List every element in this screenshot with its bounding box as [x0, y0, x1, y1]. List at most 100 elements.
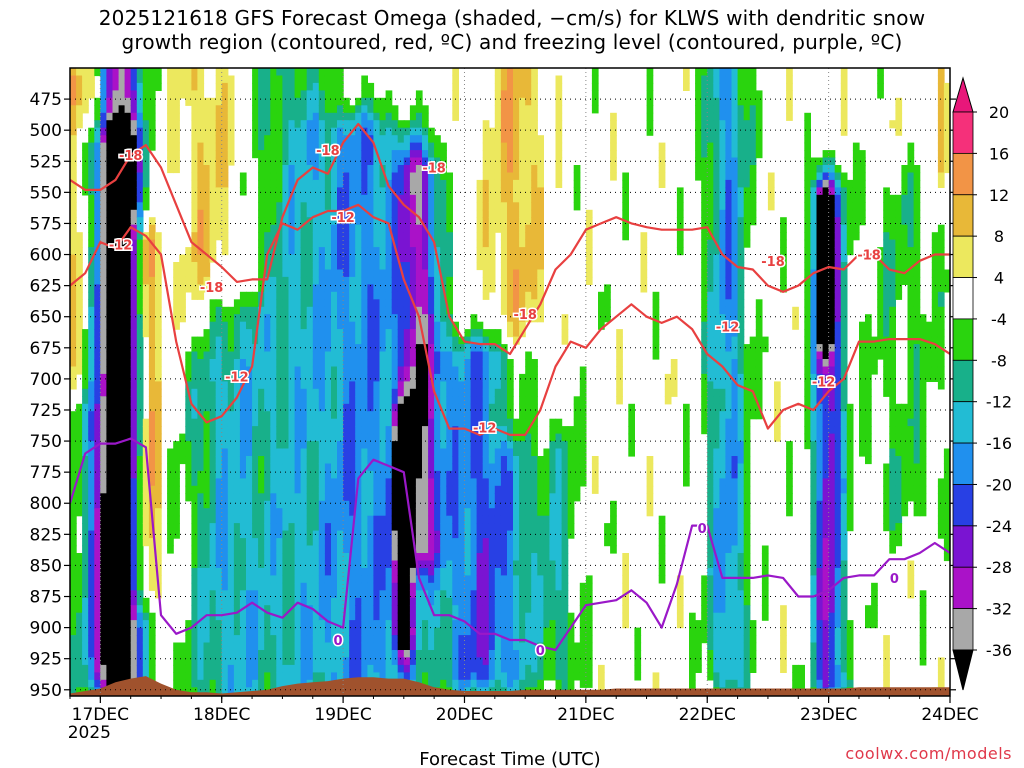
omega-cell: [288, 336, 296, 345]
omega-cell: [300, 620, 308, 629]
omega-cell: [203, 620, 211, 629]
omega-cell: [70, 82, 77, 91]
omega-cell: [264, 306, 271, 315]
omega-cell: [318, 567, 326, 576]
omega-cell: [397, 396, 405, 405]
omega-cell: [70, 291, 77, 300]
omega-cell: [440, 478, 447, 487]
omega-cell: [349, 150, 356, 159]
omega-cell: [118, 530, 126, 539]
omega-cell: [343, 396, 350, 405]
omega-cell: [246, 321, 253, 330]
omega-cell: [239, 575, 247, 584]
omega-cell: [88, 411, 95, 420]
omega-cell: [440, 217, 447, 226]
omega-cell: [258, 209, 265, 218]
omega-cell: [282, 493, 290, 502]
omega-cell: [367, 321, 375, 330]
omega-cell: [318, 388, 326, 397]
omega-cell: [100, 500, 107, 509]
omega-cell: [167, 493, 174, 502]
omega-cell: [118, 127, 126, 136]
omega-cell: [482, 493, 490, 502]
omega-cell: [148, 545, 156, 554]
omega-cell: [349, 344, 356, 353]
omega-cell: [324, 597, 332, 606]
omega-cell: [112, 560, 120, 569]
omega-cell: [136, 515, 144, 524]
omega-cell: [331, 672, 338, 681]
omega-cell: [476, 403, 484, 412]
omega-cell: [258, 172, 265, 181]
omega-cell: [415, 605, 423, 614]
omega-cell: [142, 262, 150, 271]
omega-cell: [246, 553, 253, 562]
omega-cell: [367, 179, 375, 188]
omega-cell: [428, 306, 435, 315]
omega-cell: [349, 635, 356, 644]
omega-cell: [124, 597, 132, 606]
omega-cell: [367, 664, 375, 673]
omega-cell: [300, 403, 308, 412]
omega-cell: [367, 336, 375, 345]
omega-cell: [294, 545, 302, 554]
omega-cell: [409, 470, 417, 479]
omega-cell: [148, 582, 156, 591]
omega-cell: [434, 635, 441, 644]
omega-cell: [88, 135, 95, 144]
omega-cell: [288, 217, 296, 226]
omega-cell: [124, 493, 132, 502]
omega-cell: [397, 597, 405, 606]
omega-cell: [355, 314, 362, 323]
omega-cell: [312, 142, 320, 151]
omega-cell: [422, 553, 429, 562]
omega-cell: [124, 650, 132, 659]
omega-cell: [294, 657, 302, 666]
omega-cell: [361, 553, 368, 562]
omega-cell: [197, 172, 205, 181]
omega-cell: [124, 247, 132, 256]
omega-cell: [300, 560, 308, 569]
omega-cell: [88, 388, 95, 397]
omega-cell: [124, 179, 132, 188]
omega-cell: [349, 657, 356, 666]
omega-cell: [233, 642, 241, 651]
omega-cell: [246, 590, 253, 599]
omega-cell: [452, 97, 459, 106]
omega-cell: [118, 381, 126, 390]
omega-cell: [197, 68, 205, 77]
omega-cell: [331, 418, 338, 427]
omega-cell: [179, 657, 186, 666]
omega-cell: [209, 575, 217, 584]
omega-cell: [136, 217, 144, 226]
omega-cell: [464, 679, 472, 688]
omega-cell: [282, 426, 290, 435]
omega-cell: [409, 217, 417, 226]
omega-cell: [82, 672, 89, 681]
omega-cell: [173, 664, 180, 673]
omega-cell: [355, 112, 362, 121]
omega-cell: [403, 523, 411, 532]
omega-cell: [155, 508, 162, 517]
omega-cell: [148, 269, 156, 278]
omega-cell: [94, 388, 101, 397]
omega-cell: [349, 418, 356, 427]
omega-cell: [422, 359, 429, 368]
omega-cell: [276, 127, 283, 136]
omega-cell: [246, 306, 253, 315]
omega-cell: [76, 448, 83, 457]
omega-cell: [385, 642, 393, 651]
omega-cell: [221, 433, 229, 442]
omega-cell: [452, 478, 459, 487]
omega-cell: [197, 359, 205, 368]
omega-cell: [397, 373, 405, 382]
omega-cell: [306, 247, 314, 256]
omega-cell: [88, 538, 95, 547]
omega-cell: [337, 247, 344, 256]
omega-cell: [88, 329, 95, 338]
omega-cell: [82, 329, 89, 338]
omega-cell: [403, 441, 411, 450]
omega-cell: [142, 329, 150, 338]
omega-cell: [276, 448, 283, 457]
omega-cell: [221, 209, 229, 218]
